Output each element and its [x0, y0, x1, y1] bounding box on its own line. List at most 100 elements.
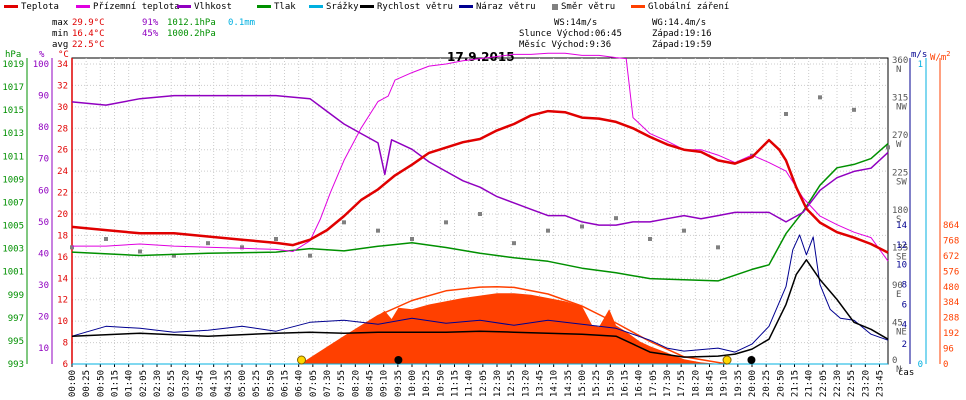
humidity-line: [71, 94, 889, 226]
humidity-tick-label: 80: [38, 123, 49, 133]
legend-swatch-zareni: [631, 5, 645, 8]
wind-dir-tick-label: NE: [896, 328, 907, 338]
wind-gust-line: [71, 234, 889, 353]
unit-hpa: hPa: [5, 50, 22, 60]
wind-dir-point: [70, 245, 74, 250]
x-tick-label: 17:55: [677, 370, 687, 397]
temperature-tick-label: 24: [57, 167, 68, 177]
x-tick-label: 13:45: [536, 370, 546, 397]
pressure-tick-label: 1011: [2, 152, 24, 162]
x-tick-label: 04:35: [224, 370, 234, 397]
x-tick-label: 07:30: [323, 370, 333, 397]
pressure-tick-label: 1001: [2, 268, 24, 278]
pressure-tick-label: 1015: [2, 106, 24, 116]
x-tick-label: 03:45: [196, 370, 206, 397]
unit-pct: %: [39, 50, 45, 60]
legend-item-rychlost: Rychlost větru: [360, 2, 453, 12]
temperature-tick-label: 18: [57, 231, 68, 241]
astro-moon-rise: Měsíc Východ:9:36: [519, 40, 612, 50]
radiation-tick-label: 672: [943, 252, 959, 262]
radiation-tick-label: 288: [943, 314, 959, 324]
temperature-tick-label: 6: [63, 360, 68, 370]
pressure-tick-label: 1007: [2, 198, 24, 208]
legend-swatch-pocit: [76, 5, 90, 8]
x-tick-label: 22:05: [819, 370, 829, 397]
x-tick-label: 07:05: [309, 370, 319, 397]
sunrise-marker: [297, 355, 306, 365]
radiation-tick-label: 192: [943, 329, 959, 339]
legend-item-srazky: Srážky: [309, 2, 359, 12]
humidity-tick-label: 70: [38, 155, 49, 165]
wind-dir-point: [818, 95, 822, 100]
wind-tick-label: 8: [902, 281, 907, 291]
wind-dir-point: [342, 220, 346, 225]
wind-dir-point: [716, 245, 720, 250]
wind-dir-tick-label: W: [896, 140, 902, 150]
stats-avg-temp: 22.5°C: [72, 40, 105, 50]
humidity-tick-label: 90: [38, 92, 49, 102]
wind-dir-tick-label: N: [896, 65, 901, 75]
radiation-tick-label: 768: [943, 236, 959, 246]
wind-dir-tick-label: SE: [896, 253, 907, 263]
moonset-marker: [747, 356, 756, 364]
x-axis-label: čas: [898, 368, 915, 378]
stats-min-label: min: [52, 29, 69, 39]
x-tick-label: 02:30: [153, 370, 163, 397]
pressure-tick-label: 993: [8, 360, 24, 370]
radiation-tick-label: 384: [943, 298, 959, 308]
x-tick-label: 15:25: [592, 370, 602, 397]
radiation-tick-label: 576: [943, 267, 959, 277]
wind-dir-tick-value: 90: [892, 281, 903, 291]
stats-max-temp: 29.9°C: [72, 18, 105, 28]
pressure-tick-label: 1005: [2, 222, 24, 232]
x-tick-label: 15:50: [606, 370, 616, 397]
wind-tick-label: 12: [896, 241, 907, 251]
x-tick-label: 19:35: [734, 370, 744, 397]
legend-label-zareni: Globální záření: [648, 2, 730, 12]
astro-sun-set: Západ:19:16: [652, 29, 712, 39]
x-tick-label: 20:00: [748, 370, 758, 397]
x-tick-label: 17:05: [649, 370, 659, 397]
legend-item-zareni: Globální záření: [631, 2, 729, 12]
wind-dir-tick-value: 135: [892, 244, 908, 254]
astro-moon-set: Západ:19:59: [652, 40, 712, 50]
x-tick-label: 09:35: [394, 370, 404, 397]
x-tick-label: 01:15: [111, 370, 121, 397]
x-tick-label: 06:40: [295, 370, 305, 397]
radiation-tick-label: 864: [943, 221, 959, 231]
x-tick-label: 08:20: [351, 370, 361, 397]
legend-label-srazky: Srážky: [326, 2, 359, 12]
legend-label-pocit: Přízemní teplota: [93, 2, 180, 12]
wind-dir-tick-value: 360: [892, 56, 908, 66]
temperature-line: [71, 109, 889, 254]
wind-dir-point: [580, 224, 584, 229]
x-tick-label: 00:25: [82, 370, 92, 397]
unit-wm-text: W/m: [930, 53, 947, 63]
rain-tick-label: 1: [918, 60, 923, 70]
pressure-tick-label: 1019: [2, 60, 24, 70]
temperature-tick-label: 8: [63, 339, 68, 349]
x-tick-label: 18:20: [691, 370, 701, 397]
humidity-tick-label: 20: [38, 313, 49, 323]
x-tick-label: 20:50: [776, 370, 786, 397]
temperature-tick-label: 34: [57, 60, 68, 70]
x-tick-label: 05:50: [266, 370, 276, 397]
wind-dir-point: [240, 245, 244, 250]
wind-dir-point: [614, 216, 618, 221]
wind-dir-point: [444, 220, 448, 225]
wind-dir-tick-label: N: [896, 365, 901, 375]
x-tick-label: 10:00: [408, 370, 418, 397]
x-tick-label: 02:55: [167, 370, 177, 397]
x-tick-label: 14:35: [564, 370, 574, 397]
unit-wm-sup: 2: [946, 50, 951, 58]
radiation-tick-label: 0: [943, 360, 948, 370]
x-tick-label: 01:40: [125, 370, 135, 397]
legend-label-naraz: Náraz větru: [476, 2, 536, 12]
pressure-tick-label: 999: [8, 291, 24, 301]
x-tick-label: 07:55: [337, 370, 347, 397]
wind-dir-point: [648, 237, 652, 241]
wind-dir-tick-value: 315: [892, 94, 908, 104]
x-tick-label: 05:00: [238, 370, 248, 397]
astro-ws: WS:14m/s: [554, 18, 598, 28]
x-tick-label: 12:30: [493, 370, 503, 397]
